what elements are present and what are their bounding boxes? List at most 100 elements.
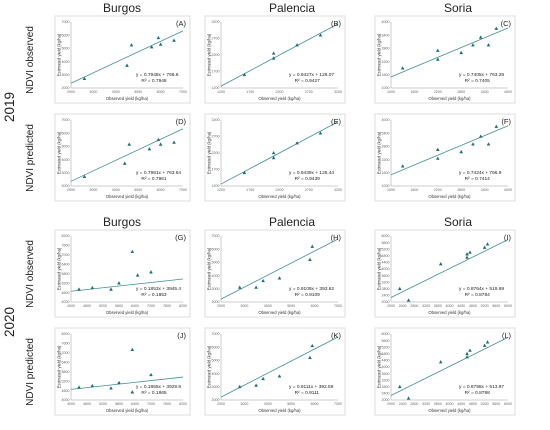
x-tick-label: 6000: [311, 304, 319, 308]
panel-label: (E): [331, 117, 342, 126]
x-tick-label: 3000: [89, 90, 97, 94]
x-tick-label: 5600: [492, 402, 500, 406]
y-axis-label: Estimated yield (kg/ha): [207, 33, 212, 76]
data-point: [465, 355, 469, 359]
x-tick-label: 4000: [67, 304, 75, 308]
y-tick-label: 5600: [382, 241, 390, 245]
r-squared: R² = 0.9111: [295, 390, 320, 396]
data-point: [149, 45, 154, 49]
x-tick-label: 7000: [334, 304, 342, 308]
y-tick-label: 8200: [62, 332, 70, 336]
y-tick-label: 1200: [212, 86, 220, 90]
y-tick-label: 3000: [212, 385, 220, 389]
data-point: [485, 340, 490, 344]
data-point: [172, 38, 176, 42]
x-tick-label: 2700: [305, 188, 313, 192]
fit-equation: y = 0.8764x + 519.69: [459, 286, 504, 292]
data-point: [135, 273, 140, 277]
x-tick-label: 4000: [67, 402, 75, 406]
data-point: [400, 164, 405, 168]
x-tick-label: 2800: [457, 188, 465, 192]
data-point: [172, 140, 176, 144]
trend-line: [390, 125, 509, 176]
x-tick-label: 4000: [112, 188, 120, 192]
y-tick-label: 2200: [382, 158, 390, 162]
trend-line: [220, 23, 339, 87]
x-tick-label: 4000: [264, 304, 272, 308]
panel-label: (D): [176, 117, 187, 126]
y-tick-label: 3600: [382, 274, 390, 278]
x-tick-label: 7000: [147, 304, 155, 308]
fit-equation: y = 0.1853x + 3945.4: [136, 286, 181, 292]
x-tick-label: 5600: [492, 304, 500, 308]
x-tick-label: 2200: [276, 90, 284, 94]
y-tick-label: 1600: [382, 73, 390, 77]
y-tick-label: 1700: [212, 168, 220, 172]
x-tick-label: 5200: [481, 304, 489, 308]
r-squared: R² = 0.7961: [141, 176, 167, 182]
y-tick-label: 3400: [382, 33, 390, 37]
x-tick-label: 4000: [264, 402, 272, 406]
x-tick-label: 1700: [246, 188, 254, 192]
data-point: [147, 147, 152, 151]
y-axis-label: Estimated yield (kg/ha): [377, 33, 382, 76]
y-tick-label: 5000: [62, 47, 70, 51]
x-tick-label: 3000: [240, 402, 248, 406]
data-point: [478, 134, 483, 138]
y-tick-label: 4400: [382, 261, 390, 265]
y-tick-label: 5200: [62, 379, 70, 383]
x-tick-label: 7600: [163, 402, 171, 406]
x-axis-label: Observed yield (kg/ha): [258, 96, 301, 101]
row-label-ndvi-observed-2019: NDVI observed: [25, 26, 36, 94]
y-tick-label: 2000: [212, 300, 220, 304]
x-tick-label: 7000: [147, 402, 155, 406]
y-tick-label: 2400: [382, 294, 390, 298]
r-squared: R² = 0.8798: [465, 390, 491, 396]
y-tick-label: 4000: [382, 20, 390, 24]
panel-label: (B): [331, 19, 342, 28]
x-tick-label: 4800: [469, 304, 477, 308]
x-tick-label: 4400: [457, 304, 465, 308]
data-point: [158, 42, 163, 46]
x-tick-label: 3200: [334, 188, 342, 192]
x-tick-label: 8200: [179, 402, 187, 406]
x-tick-label: 2800: [410, 402, 418, 406]
trend-line: [220, 238, 339, 300]
data-point: [77, 287, 81, 291]
data-point: [406, 396, 411, 400]
data-point: [459, 149, 463, 154]
data-point: [109, 287, 113, 291]
data-point: [271, 155, 276, 160]
scatter-panel-d: 2000 3000 4000 5000 6000 7000 2000 3000 4000 5000…: [54, 113, 191, 202]
y-tick-label: 5000: [212, 261, 220, 265]
y-tick-label: 2800: [382, 145, 390, 149]
y-tick-label: 2800: [382, 47, 390, 51]
site-header-soria-2019: Soria: [444, 1, 472, 15]
y-axis-label: Estimated yield (kg/ha): [57, 345, 62, 388]
x-tick-label: 4000: [504, 90, 512, 94]
x-tick-label: 4000: [446, 304, 454, 308]
data-point: [471, 43, 475, 47]
y-tick-label: 3000: [62, 73, 70, 77]
y-axis-label: Estimated yield (kg/ha): [377, 131, 382, 174]
panel-frame: [374, 15, 516, 104]
data-point: [149, 372, 153, 377]
y-tick-label: 3600: [382, 372, 390, 376]
site-header-burgos-2020: Burgos: [103, 215, 141, 229]
y-tick-label: 5200: [382, 247, 390, 251]
data-point: [482, 343, 487, 347]
y-tick-label: 7000: [62, 118, 70, 122]
trend-line: [70, 376, 184, 390]
data-point: [117, 380, 121, 385]
data-point: [310, 343, 315, 348]
data-point: [465, 252, 469, 256]
y-axis-label: Estimated yield (kg/ha): [377, 247, 382, 290]
y-tick-label: 2700: [212, 37, 220, 41]
panel-label: (G): [175, 233, 186, 242]
data-point: [308, 257, 312, 262]
data-point: [465, 255, 469, 259]
data-point: [436, 48, 440, 52]
panel-label: (L): [502, 331, 512, 340]
x-tick-label: 1000: [387, 188, 395, 192]
y-tick-label: 2700: [212, 135, 220, 139]
